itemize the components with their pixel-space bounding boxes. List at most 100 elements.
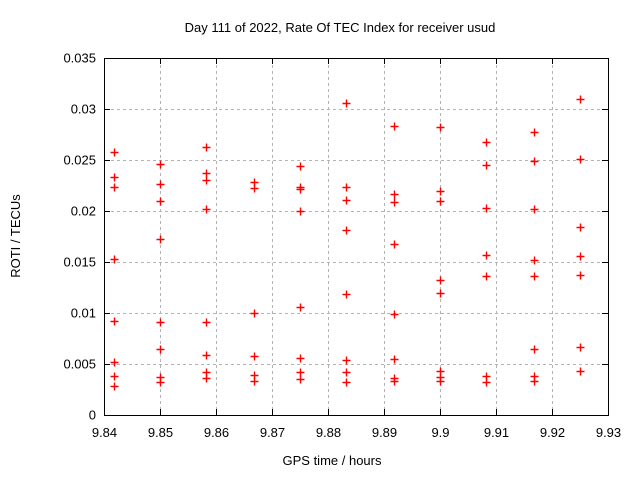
data-point-marker	[390, 198, 399, 207]
data-point-marker	[156, 318, 165, 327]
data-point-marker	[250, 352, 259, 361]
data-point-marker	[156, 180, 165, 189]
data-point-marker	[576, 252, 585, 261]
data-point-marker	[436, 123, 445, 132]
data-point-marker	[576, 343, 585, 352]
y-tick-label: 0.005	[63, 357, 96, 372]
data-point-marker	[482, 161, 491, 170]
data-point-marker	[342, 183, 351, 192]
gridlines	[104, 58, 609, 416]
data-point-marker	[482, 138, 491, 147]
y-tick-label: 0.01	[71, 306, 96, 321]
chart-title: Day 111 of 2022, Rate Of TEC Index for r…	[185, 20, 496, 35]
data-point-marker	[110, 382, 119, 391]
data-point-marker	[436, 276, 445, 285]
x-tick-label: 9.92	[540, 425, 565, 440]
data-point-marker	[250, 309, 259, 318]
data-point-marker	[250, 184, 259, 193]
data-point-marker	[576, 223, 585, 232]
data-point-marker	[390, 310, 399, 319]
data-point-marker	[530, 205, 539, 214]
data-point-marker	[576, 367, 585, 376]
data-point-marker	[576, 155, 585, 164]
axis-ticks	[104, 58, 609, 416]
data-point-marker	[296, 162, 305, 171]
data-point-marker	[482, 204, 491, 213]
data-point-marker	[250, 377, 259, 386]
data-point-marker	[202, 143, 211, 152]
data-point-marker	[390, 190, 399, 199]
data-point-marker	[156, 378, 165, 387]
data-point-marker	[342, 99, 351, 108]
x-tick-label: 9.86	[204, 425, 229, 440]
data-point-marker	[156, 197, 165, 206]
data-point-marker	[436, 289, 445, 298]
data-point-marker	[110, 372, 119, 381]
data-point-marker	[482, 272, 491, 281]
data-point-marker	[530, 157, 539, 166]
data-point-marker	[156, 160, 165, 169]
data-point-marker	[202, 351, 211, 360]
data-point-marker	[110, 255, 119, 264]
data-point-marker	[436, 187, 445, 196]
data-point-marker	[156, 235, 165, 244]
data-point-marker	[296, 303, 305, 312]
data-point-marker	[342, 290, 351, 299]
data-point-marker	[390, 377, 399, 386]
y-axis-label: ROTI / TECUs	[8, 194, 23, 278]
data-point-marker	[202, 176, 211, 185]
data-point-marker	[530, 377, 539, 386]
data-point-marker	[296, 354, 305, 363]
data-point-marker	[482, 378, 491, 387]
data-point-marker	[342, 226, 351, 235]
x-tick-label: 9.88	[316, 425, 341, 440]
data-point-marker	[110, 317, 119, 326]
y-tick-label: 0.03	[71, 102, 96, 117]
data-point-marker	[202, 169, 211, 178]
data-point-marker	[110, 173, 119, 182]
x-tick-label: 9.84	[92, 425, 117, 440]
data-point-marker	[576, 95, 585, 104]
data-point-marker	[530, 272, 539, 281]
y-tick-label: 0.025	[63, 153, 96, 168]
data-point-marker	[156, 345, 165, 354]
data-point-marker	[110, 183, 119, 192]
data-point-marker	[202, 205, 211, 214]
data-point-marker	[530, 345, 539, 354]
data-point-marker	[482, 251, 491, 260]
data-point-marker	[110, 148, 119, 157]
x-tick-labels: 9.84 9.85 9.86 9.87 9.88 9.89 9.9 9.91 9.92 9.93	[92, 425, 621, 440]
data-point-marker	[296, 375, 305, 384]
data-point-marker	[342, 196, 351, 205]
data-point-marker	[390, 355, 399, 364]
data-point-marker	[296, 185, 305, 194]
data-point-marker	[342, 368, 351, 377]
data-point-marker	[110, 358, 119, 367]
data-point-marker	[390, 240, 399, 249]
plot-frame	[104, 58, 609, 416]
data-point-marker	[202, 374, 211, 383]
x-tick-label: 9.87	[260, 425, 285, 440]
data-point-marker	[530, 256, 539, 265]
data-points	[110, 95, 585, 391]
data-point-marker	[296, 207, 305, 216]
data-point-marker	[390, 122, 399, 131]
x-axis-label: GPS time / hours	[283, 453, 382, 468]
data-point-marker	[296, 368, 305, 377]
data-point-marker	[202, 318, 211, 327]
x-tick-label: 9.85	[148, 425, 173, 440]
y-tick-label: 0.035	[63, 51, 96, 66]
data-point-marker	[576, 271, 585, 280]
x-tick-label: 9.89	[372, 425, 397, 440]
x-tick-label: 9.93	[596, 425, 621, 440]
data-point-marker	[342, 378, 351, 387]
data-point-marker	[436, 197, 445, 206]
y-tick-label: 0.02	[71, 204, 96, 219]
x-tick-label: 9.91	[484, 425, 509, 440]
data-point-marker	[342, 356, 351, 365]
x-tick-label: 9.9	[431, 425, 449, 440]
y-tick-label: 0.015	[63, 255, 96, 270]
data-point-marker	[436, 377, 445, 386]
